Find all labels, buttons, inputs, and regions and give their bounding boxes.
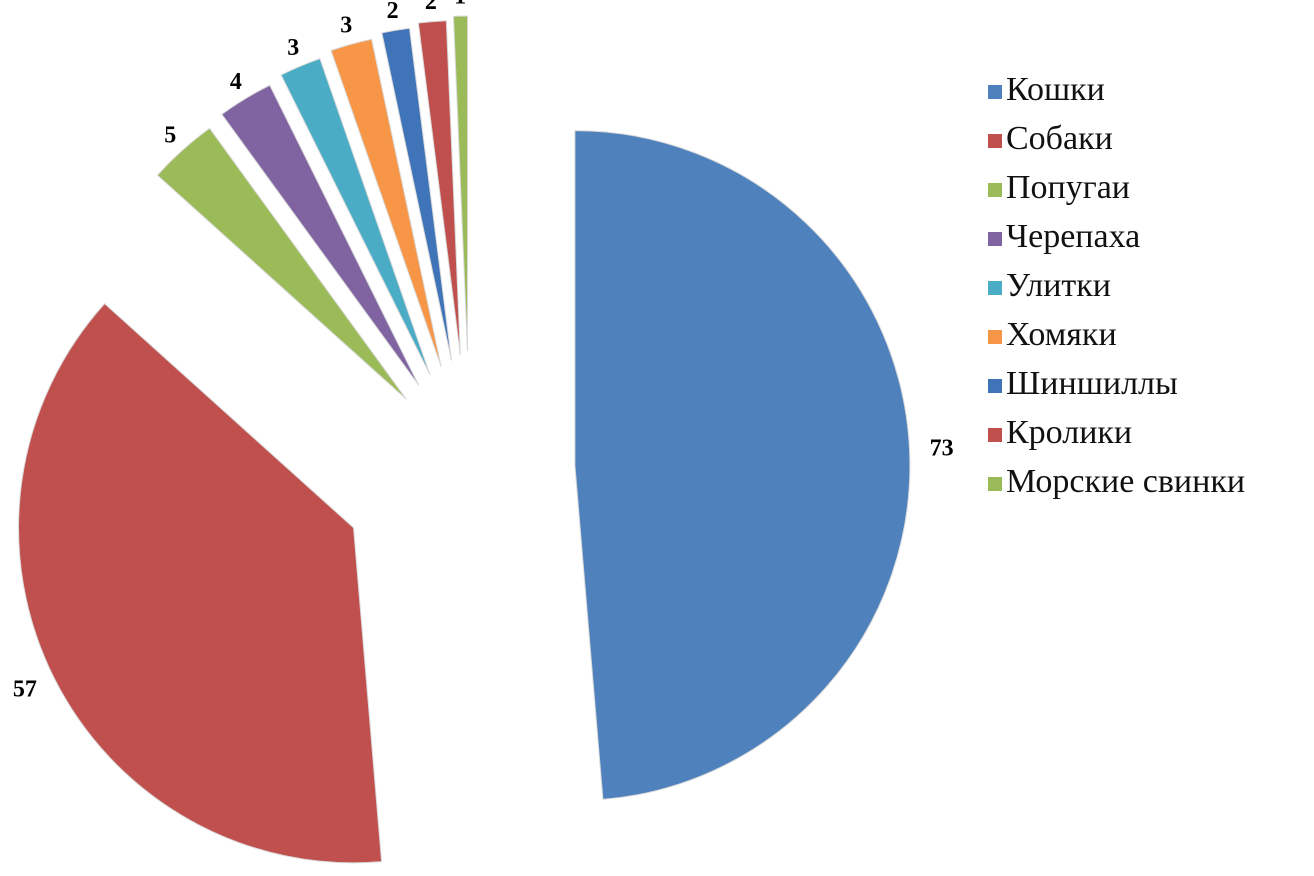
legend-label: Попугаи	[1006, 169, 1130, 206]
legend-swatch	[988, 183, 1002, 197]
legend-label: Шиншиллы	[1006, 365, 1178, 402]
data-label: 1	[454, 0, 466, 10]
data-label: 4	[230, 69, 242, 95]
legend-swatch	[988, 379, 1002, 393]
pie-slice	[156, 127, 407, 400]
pie-slice	[417, 20, 461, 356]
data-label: 3	[287, 35, 299, 61]
legend-swatch	[988, 428, 1002, 442]
pie-slice	[381, 27, 452, 361]
data-label: 2	[387, 0, 399, 24]
legend-swatch	[988, 477, 1002, 491]
legend-label: Улитки	[1006, 267, 1111, 304]
legend-label: Собаки	[1006, 120, 1113, 157]
data-label: 73	[930, 436, 954, 462]
legend-label: Морские свинки	[1006, 463, 1245, 500]
data-label: 2	[425, 0, 437, 15]
data-label: 57	[13, 676, 37, 702]
legend-swatch	[988, 330, 1002, 344]
legend-label: Хомяки	[1006, 316, 1117, 353]
legend-label: Кошки	[1006, 71, 1105, 108]
legend-swatch	[988, 232, 1002, 246]
legend-label: Черепаха	[1006, 218, 1140, 255]
legend-swatch	[988, 281, 1002, 295]
data-label: 5	[164, 123, 176, 149]
legend-swatch	[988, 85, 1002, 99]
legend-swatch	[988, 134, 1002, 148]
pie-slice	[330, 38, 442, 368]
pie-slice	[221, 84, 420, 386]
data-label: 3	[340, 12, 352, 38]
pie-slice	[452, 15, 469, 352]
pie-slice	[18, 302, 383, 864]
pie-slice	[574, 130, 911, 800]
pie-slice	[280, 58, 431, 376]
legend-label: Кролики	[1006, 414, 1132, 451]
